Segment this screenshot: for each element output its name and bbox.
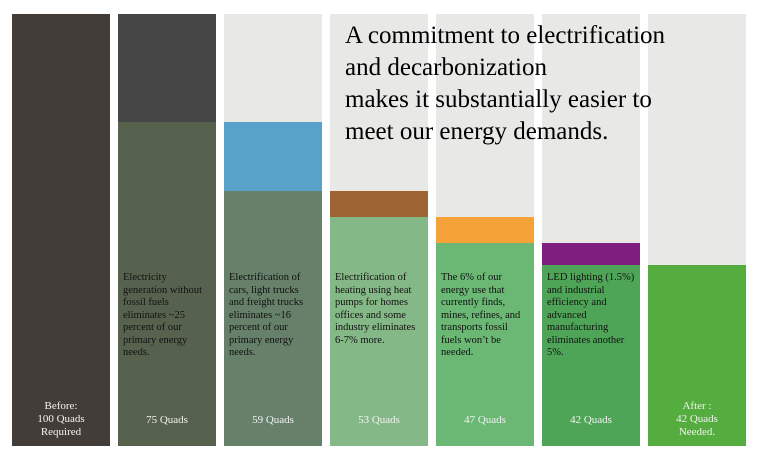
bar-value-label: After :42 Quads Needed.: [648, 400, 746, 439]
value-label-line: 47 Quads: [464, 414, 506, 426]
bar-column: Before: 100 Quads Required: [12, 14, 110, 446]
value-label-line: 59 Quads: [252, 414, 294, 426]
description-line: cars, light trucks: [229, 284, 299, 296]
bar-column: Electrification of heating using heat pump…: [330, 14, 428, 446]
description-line: primary energy: [229, 334, 294, 346]
description-line: Electrification of: [229, 272, 301, 283]
description-line: needs.: [229, 347, 256, 358]
removed-segment: [118, 14, 216, 122]
description-line: pumps for homes: [335, 297, 408, 308]
bar: [436, 242, 534, 446]
bar: [648, 264, 746, 446]
description-line: manufacturing: [547, 322, 609, 333]
description-line: offices and some: [335, 309, 406, 321]
description-line: LED lighting (1.5%): [547, 272, 635, 283]
description-line: needs.: [123, 347, 150, 358]
description-line: and industrial: [547, 284, 605, 296]
description-line: eliminates another: [547, 334, 625, 346]
bar: [12, 14, 110, 446]
value-label-line: 53 Quads: [358, 414, 400, 426]
description-line: advanced: [547, 309, 587, 321]
removed-segment: [542, 242, 640, 265]
bar-value-label: 59 Quads: [224, 414, 322, 427]
value-label-line: Before:: [44, 400, 78, 412]
description-line: percent of our: [229, 322, 288, 333]
title-line-4: meet our energy demands.: [345, 118, 609, 145]
title-line-2: and decarbonization: [345, 54, 547, 81]
title-line-3: makes it substantially easier to: [345, 86, 652, 113]
bar: [330, 217, 428, 446]
bar-value-label: 42 Quads: [542, 414, 640, 427]
description-line: fossil fuels: [123, 297, 169, 308]
description-line: generation without: [123, 284, 203, 296]
removed-segment: [224, 122, 322, 192]
bar: [224, 191, 322, 446]
value-label-line: After :: [682, 400, 712, 412]
value-label-line: 42 Quads: [676, 413, 718, 425]
description-line: and freight trucks: [229, 297, 304, 308]
description-line: The 6% of our: [441, 272, 502, 283]
removed-segment: [436, 217, 534, 243]
bar-description: Electrification of cars, light trucks and …: [229, 272, 318, 360]
value-label-line: 75 Quads: [146, 414, 188, 426]
bar-description: Electricity generation without fossil fuel…: [123, 272, 212, 360]
bar-description: The 6% of our energy use that currently fi…: [441, 272, 530, 360]
value-label-line: Needed.: [678, 426, 716, 438]
value-label-line: Required: [40, 426, 82, 438]
bar-description: LED lighting (1.5%) and industrial efficie…: [547, 272, 636, 360]
description-line: heating using heat: [335, 284, 412, 296]
bar-column: After :42 Quads Needed.: [648, 14, 746, 446]
bar: [542, 264, 640, 446]
description-line: mines, refines, and: [441, 309, 521, 321]
description-line: fuels won’t be: [441, 334, 501, 346]
bar-value-label: Before: 100 Quads Required: [12, 400, 110, 439]
description-line: Electrification of: [335, 272, 407, 283]
bar-value-label: 75 Quads: [118, 414, 216, 427]
bar: [118, 122, 216, 446]
description-line: currently finds,: [441, 297, 506, 308]
bar-column: Electricity generation without fossil fuel…: [118, 14, 216, 446]
chart-title: A commitment to electrification and deca…: [345, 20, 745, 148]
title-line-1: A commitment to electrification: [345, 22, 666, 49]
description-line: energy use that: [441, 284, 505, 296]
bar-value-label: 47 Quads: [436, 414, 534, 427]
bar-column: LED lighting (1.5%) and industrial efficie…: [542, 14, 640, 446]
description-line: 6-7% more.: [335, 334, 385, 346]
value-label-line: 42 Quads: [570, 414, 612, 426]
description-line: 5%.: [547, 347, 564, 358]
description-line: eliminates ~25: [123, 309, 185, 321]
description-line: efficiency and: [547, 297, 607, 308]
description-line: transports fossil: [441, 322, 508, 333]
description-line: Electricity: [123, 272, 167, 283]
bar-column: Electrification of cars, light trucks and …: [224, 14, 322, 446]
bar-value-label: 53 Quads: [330, 414, 428, 427]
value-label-line: 100 Quads: [37, 413, 85, 425]
bar-description: Electrification of heating using heat pump…: [335, 272, 424, 347]
description-line: percent of our: [123, 322, 182, 333]
description-line: eliminates ~16: [229, 309, 291, 321]
description-line: primary energy: [123, 334, 188, 346]
bar-column: The 6% of our energy use that currently fi…: [436, 14, 534, 446]
description-line: industry eliminates: [335, 322, 416, 333]
removed-segment: [330, 191, 428, 218]
description-line: needed.: [441, 347, 474, 358]
